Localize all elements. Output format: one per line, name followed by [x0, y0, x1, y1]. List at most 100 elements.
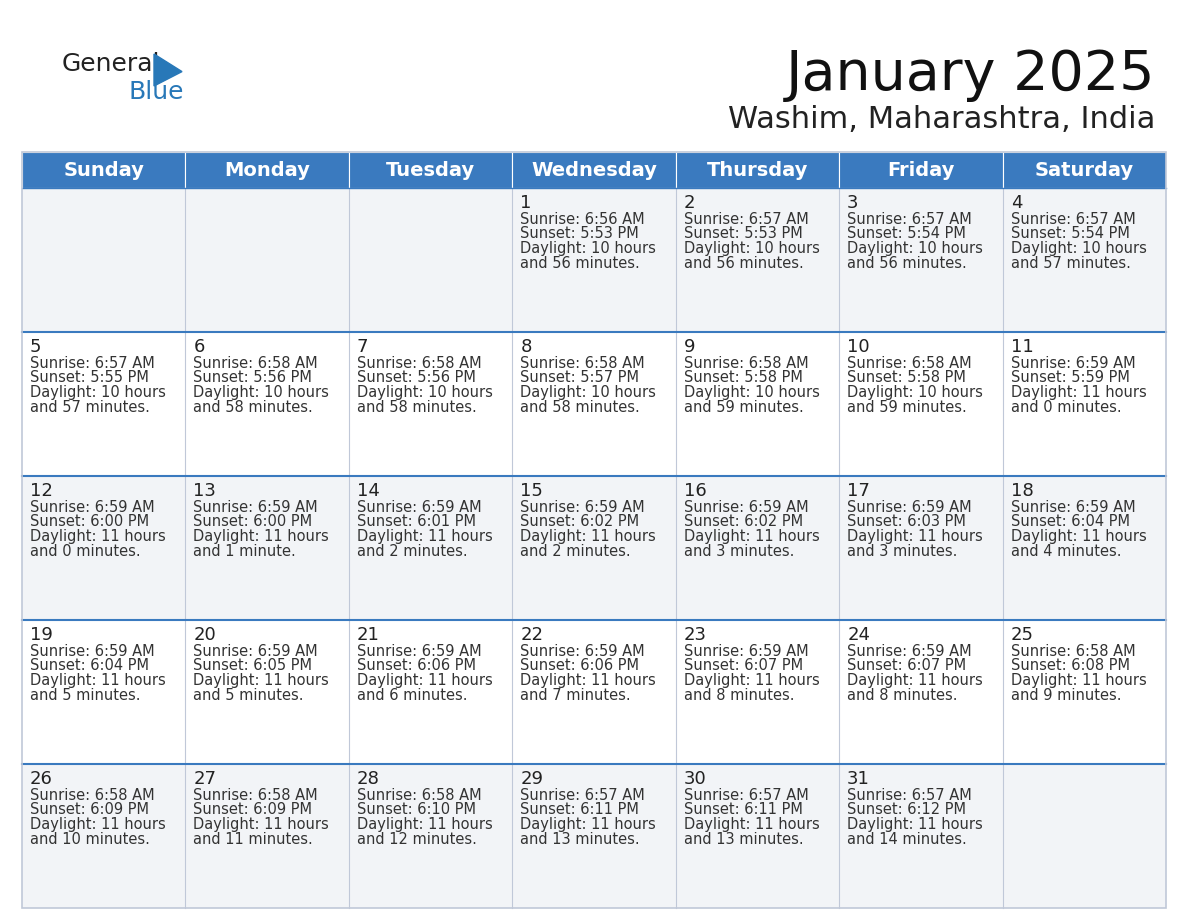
Text: 3: 3 — [847, 194, 859, 212]
Bar — [185, 188, 349, 332]
Text: Daylight: 11 hours: Daylight: 11 hours — [194, 529, 329, 544]
Text: and 2 minutes.: and 2 minutes. — [356, 543, 468, 558]
Text: Sunrise: 6:59 AM: Sunrise: 6:59 AM — [520, 500, 645, 515]
Text: Sunrise: 6:59 AM: Sunrise: 6:59 AM — [356, 500, 481, 515]
Bar — [512, 152, 676, 188]
Text: Daylight: 11 hours: Daylight: 11 hours — [1011, 385, 1146, 400]
Text: Sunrise: 6:59 AM: Sunrise: 6:59 AM — [194, 500, 318, 515]
Text: and 3 minutes.: and 3 minutes. — [684, 543, 794, 558]
Text: 8: 8 — [520, 338, 532, 356]
Text: and 8 minutes.: and 8 minutes. — [684, 688, 795, 702]
Bar — [23, 332, 185, 476]
Bar — [23, 764, 185, 908]
Text: Sunrise: 6:58 AM: Sunrise: 6:58 AM — [194, 788, 318, 803]
Text: Sunday: Sunday — [63, 161, 144, 180]
Text: Sunset: 6:00 PM: Sunset: 6:00 PM — [30, 514, 150, 530]
Text: Daylight: 10 hours: Daylight: 10 hours — [847, 241, 982, 256]
Bar — [512, 188, 676, 332]
Text: Sunset: 5:56 PM: Sunset: 5:56 PM — [356, 371, 475, 386]
Text: Sunrise: 6:56 AM: Sunrise: 6:56 AM — [520, 212, 645, 227]
Text: 27: 27 — [194, 770, 216, 788]
Text: Sunset: 6:07 PM: Sunset: 6:07 PM — [847, 658, 966, 674]
Bar — [512, 764, 676, 908]
Text: Sunrise: 6:59 AM: Sunrise: 6:59 AM — [30, 500, 154, 515]
Text: and 58 minutes.: and 58 minutes. — [520, 399, 640, 415]
Text: Daylight: 10 hours: Daylight: 10 hours — [520, 241, 656, 256]
Text: Sunset: 6:10 PM: Sunset: 6:10 PM — [356, 802, 476, 818]
Text: Daylight: 11 hours: Daylight: 11 hours — [1011, 673, 1146, 688]
Text: Sunrise: 6:59 AM: Sunrise: 6:59 AM — [1011, 356, 1136, 371]
Text: Daylight: 10 hours: Daylight: 10 hours — [30, 385, 166, 400]
Text: Daylight: 11 hours: Daylight: 11 hours — [194, 817, 329, 832]
Text: Sunset: 5:57 PM: Sunset: 5:57 PM — [520, 371, 639, 386]
Text: Daylight: 10 hours: Daylight: 10 hours — [684, 241, 820, 256]
Text: Sunrise: 6:58 AM: Sunrise: 6:58 AM — [356, 788, 481, 803]
Text: Daylight: 11 hours: Daylight: 11 hours — [30, 529, 166, 544]
Text: 12: 12 — [30, 482, 53, 500]
Text: and 13 minutes.: and 13 minutes. — [520, 832, 640, 846]
Bar — [839, 152, 1003, 188]
Text: Sunset: 6:04 PM: Sunset: 6:04 PM — [30, 658, 148, 674]
Text: 11: 11 — [1011, 338, 1034, 356]
Text: 7: 7 — [356, 338, 368, 356]
Text: and 10 minutes.: and 10 minutes. — [30, 832, 150, 846]
Text: and 7 minutes.: and 7 minutes. — [520, 688, 631, 702]
Text: Daylight: 10 hours: Daylight: 10 hours — [1011, 241, 1146, 256]
Text: Sunrise: 6:59 AM: Sunrise: 6:59 AM — [194, 644, 318, 659]
Text: and 5 minutes.: and 5 minutes. — [194, 688, 304, 702]
Text: 29: 29 — [520, 770, 543, 788]
Text: Sunrise: 6:57 AM: Sunrise: 6:57 AM — [520, 788, 645, 803]
Text: and 59 minutes.: and 59 minutes. — [684, 399, 803, 415]
Text: Sunset: 6:03 PM: Sunset: 6:03 PM — [847, 514, 966, 530]
Text: Daylight: 11 hours: Daylight: 11 hours — [847, 673, 982, 688]
Text: Blue: Blue — [128, 80, 184, 104]
Text: and 0 minutes.: and 0 minutes. — [30, 543, 140, 558]
Bar — [676, 152, 839, 188]
Text: Daylight: 10 hours: Daylight: 10 hours — [684, 385, 820, 400]
Text: Sunrise: 6:59 AM: Sunrise: 6:59 AM — [30, 644, 154, 659]
Text: 14: 14 — [356, 482, 380, 500]
Text: 20: 20 — [194, 626, 216, 644]
Bar — [349, 188, 512, 332]
Text: Sunset: 6:01 PM: Sunset: 6:01 PM — [356, 514, 476, 530]
Text: Sunrise: 6:57 AM: Sunrise: 6:57 AM — [684, 212, 809, 227]
Bar — [676, 764, 839, 908]
Text: Sunset: 6:04 PM: Sunset: 6:04 PM — [1011, 514, 1130, 530]
Text: 23: 23 — [684, 626, 707, 644]
Text: and 0 minutes.: and 0 minutes. — [1011, 399, 1121, 415]
Text: and 8 minutes.: and 8 minutes. — [847, 688, 958, 702]
Text: Daylight: 11 hours: Daylight: 11 hours — [520, 673, 656, 688]
Bar — [23, 152, 1165, 908]
Bar — [185, 764, 349, 908]
Text: Sunset: 5:58 PM: Sunset: 5:58 PM — [684, 371, 803, 386]
Text: 21: 21 — [356, 626, 380, 644]
Text: Sunset: 5:58 PM: Sunset: 5:58 PM — [847, 371, 966, 386]
Text: Sunrise: 6:59 AM: Sunrise: 6:59 AM — [684, 644, 808, 659]
Text: Sunset: 6:02 PM: Sunset: 6:02 PM — [684, 514, 803, 530]
Text: Sunset: 6:08 PM: Sunset: 6:08 PM — [1011, 658, 1130, 674]
Text: Sunset: 6:06 PM: Sunset: 6:06 PM — [356, 658, 476, 674]
Text: Sunrise: 6:59 AM: Sunrise: 6:59 AM — [684, 500, 808, 515]
Text: Daylight: 11 hours: Daylight: 11 hours — [847, 817, 982, 832]
Text: Sunset: 5:55 PM: Sunset: 5:55 PM — [30, 371, 148, 386]
Text: 18: 18 — [1011, 482, 1034, 500]
Text: and 6 minutes.: and 6 minutes. — [356, 688, 467, 702]
Bar — [839, 764, 1003, 908]
Text: Sunrise: 6:59 AM: Sunrise: 6:59 AM — [356, 644, 481, 659]
Text: 1: 1 — [520, 194, 532, 212]
Text: and 56 minutes.: and 56 minutes. — [520, 255, 640, 271]
Text: 5: 5 — [30, 338, 42, 356]
Text: Sunset: 5:59 PM: Sunset: 5:59 PM — [1011, 371, 1130, 386]
Bar — [676, 476, 839, 620]
Text: Daylight: 11 hours: Daylight: 11 hours — [30, 673, 166, 688]
Text: and 5 minutes.: and 5 minutes. — [30, 688, 140, 702]
Bar — [676, 332, 839, 476]
Bar — [349, 476, 512, 620]
Text: Sunset: 5:56 PM: Sunset: 5:56 PM — [194, 371, 312, 386]
Bar — [839, 476, 1003, 620]
Text: and 1 minute.: and 1 minute. — [194, 543, 296, 558]
Bar — [512, 332, 676, 476]
Text: Daylight: 11 hours: Daylight: 11 hours — [1011, 529, 1146, 544]
Text: Sunset: 6:09 PM: Sunset: 6:09 PM — [194, 802, 312, 818]
Text: Thursday: Thursday — [707, 161, 808, 180]
